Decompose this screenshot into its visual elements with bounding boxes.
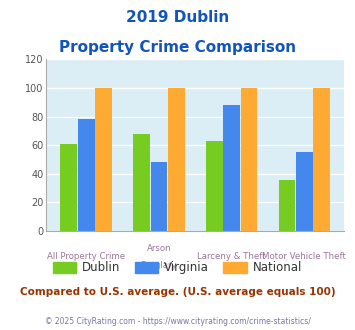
- Text: Motor Vehicle Theft: Motor Vehicle Theft: [262, 252, 346, 261]
- Bar: [313, 88, 330, 231]
- Text: 2019 Dublin: 2019 Dublin: [126, 10, 229, 25]
- Bar: [223, 105, 240, 231]
- Bar: [168, 88, 185, 231]
- Text: © 2025 CityRating.com - https://www.cityrating.com/crime-statistics/: © 2025 CityRating.com - https://www.city…: [45, 317, 310, 326]
- Bar: [133, 134, 150, 231]
- Text: Property Crime Comparison: Property Crime Comparison: [59, 40, 296, 54]
- Bar: [78, 119, 94, 231]
- Text: Larceny & Theft: Larceny & Theft: [197, 252, 266, 261]
- Bar: [279, 180, 295, 231]
- Bar: [60, 144, 77, 231]
- Bar: [206, 141, 223, 231]
- Text: All Property Crime: All Property Crime: [47, 252, 125, 261]
- Legend: Dublin, Virginia, National: Dublin, Virginia, National: [48, 257, 307, 279]
- Bar: [241, 88, 257, 231]
- Text: Arson: Arson: [147, 244, 171, 253]
- Bar: [296, 152, 313, 231]
- Bar: [95, 88, 112, 231]
- Text: Burglary: Burglary: [141, 261, 177, 270]
- Text: Compared to U.S. average. (U.S. average equals 100): Compared to U.S. average. (U.S. average …: [20, 287, 335, 297]
- Bar: [151, 162, 167, 231]
